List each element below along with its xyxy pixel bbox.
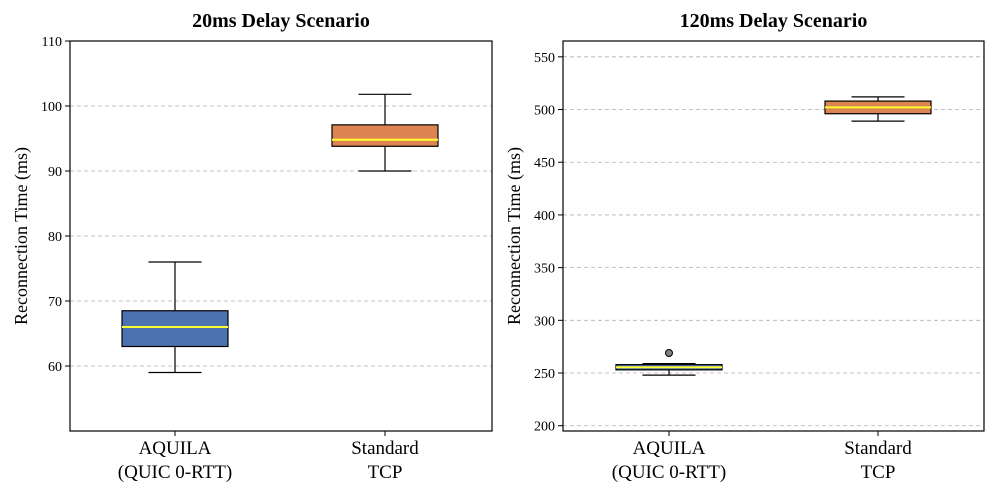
panel-120ms: 120ms Delay Scenario Reconnection Time (… [504, 10, 985, 483]
axes-frame [69, 40, 493, 432]
y-tick-label: 80 [48, 230, 62, 245]
axes-frame [562, 40, 985, 432]
y-tick-label: 450 [534, 156, 555, 171]
y-axis-label: Reconnection Time (ms) [11, 147, 32, 325]
outlier-point [665, 349, 673, 357]
y-tick-label: 60 [48, 360, 62, 375]
y-tick-label: 250 [534, 367, 555, 382]
y-tick-label: 300 [534, 314, 555, 329]
y-tick-label: 200 [534, 420, 555, 435]
y-tick-label: 500 [534, 104, 555, 119]
x-tick-label: TCP [368, 462, 403, 483]
box-iqr [121, 310, 229, 348]
y-tick-label: 90 [48, 165, 62, 180]
x-tick-label: TCP [861, 462, 896, 483]
y-tick-label: 70 [48, 295, 62, 310]
y-axis-label: Reconnection Time (ms) [504, 147, 525, 325]
y-tick-label: 350 [534, 262, 555, 277]
x-tick-label: (QUIC 0-RTT) [118, 462, 232, 483]
panel-title: 120ms Delay Scenario [680, 10, 868, 32]
y-tick-label: 100 [41, 100, 62, 115]
x-tick-label: Standard [351, 438, 419, 459]
y-tick-label: 110 [42, 35, 62, 50]
y-tick-label: 400 [534, 209, 555, 224]
y-tick-label: 550 [534, 51, 555, 66]
x-tick-label: AQUILA [139, 438, 212, 459]
panel-20ms: 20ms Delay Scenario Reconnection Time (m… [11, 10, 493, 483]
x-tick-label: Standard [844, 438, 912, 459]
box-iqr [331, 124, 439, 147]
x-tick-label: AQUILA [633, 438, 706, 459]
panel-title: 20ms Delay Scenario [192, 10, 370, 32]
x-tick-label: (QUIC 0-RTT) [612, 462, 726, 483]
